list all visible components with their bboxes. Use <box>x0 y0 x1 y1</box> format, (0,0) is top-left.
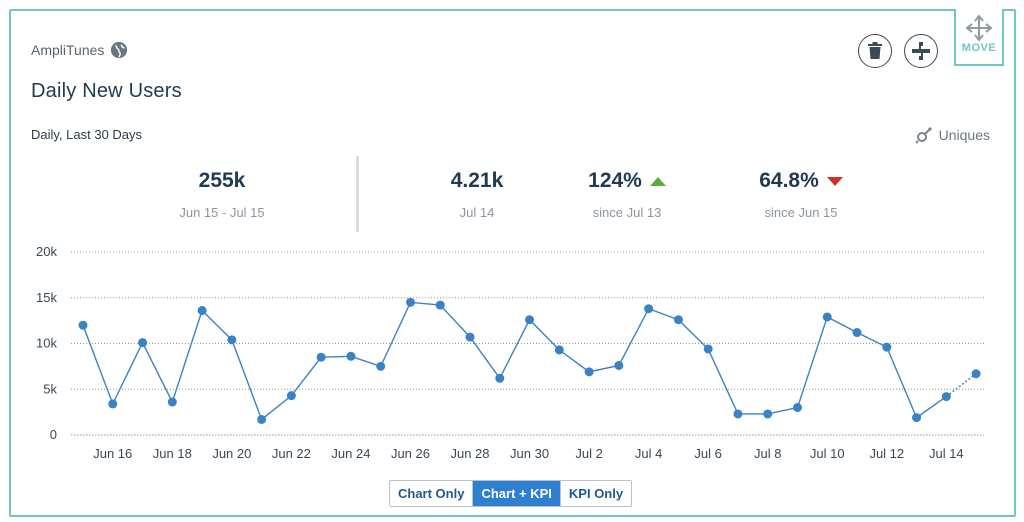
kpi-total: 255k Jun 15 - Jul 15 <box>122 169 322 220</box>
x-tick-label: Jun 26 <box>391 446 430 461</box>
x-tick-label: Jul 10 <box>810 446 845 461</box>
kpi-month-change-value: 64.8% <box>759 169 819 192</box>
data-point[interactable] <box>257 414 267 424</box>
x-tick-label: Jun 30 <box>510 446 549 461</box>
x-tick-label: Jul 2 <box>575 446 602 461</box>
data-point[interactable] <box>584 367 594 377</box>
kpi-total-value: 255k <box>198 169 246 192</box>
data-point[interactable] <box>882 342 892 352</box>
project-row: AmpliTunes <box>31 41 128 59</box>
data-point[interactable] <box>733 409 743 419</box>
data-point[interactable] <box>227 335 237 345</box>
x-tick-label: Jul 14 <box>929 446 964 461</box>
data-point[interactable] <box>465 332 475 342</box>
time-range-label[interactable]: Daily, Last 30 Days <box>31 127 143 142</box>
kpi-day-change: 124% since Jul 13 <box>547 169 707 220</box>
chart-title: Daily New Users <box>31 80 182 102</box>
data-point[interactable] <box>286 391 296 401</box>
data-point[interactable] <box>138 338 148 348</box>
y-tick-label: 20k <box>36 244 57 259</box>
chart-kpi-button[interactable]: Chart + KPI <box>473 481 561 506</box>
data-point[interactable] <box>316 352 326 362</box>
kpi-latest: 4.21k Jul 14 <box>397 169 557 220</box>
data-point[interactable] <box>763 409 773 419</box>
globe-icon <box>111 41 128 59</box>
x-tick-label: Jun 28 <box>450 446 489 461</box>
data-point[interactable] <box>673 315 683 325</box>
move-icon <box>966 15 992 41</box>
data-point[interactable] <box>525 315 535 325</box>
kpi-latest-label: Jul 14 <box>459 205 495 220</box>
trash-icon <box>868 42 882 59</box>
project-name[interactable]: AmpliTunes <box>31 42 105 58</box>
data-point[interactable] <box>941 392 951 402</box>
kpi-latest-value: 4.21k <box>450 169 504 192</box>
kpi-month-change: 64.8% since Jun 15 <box>711 169 891 220</box>
delete-button[interactable] <box>858 34 892 68</box>
data-point[interactable] <box>852 328 862 338</box>
x-tick-label: Jun 20 <box>212 446 251 461</box>
uniques-label: Uniques <box>938 127 990 143</box>
data-point[interactable] <box>495 373 505 383</box>
trend-up-icon <box>649 176 666 186</box>
data-point[interactable] <box>792 403 802 413</box>
data-point[interactable] <box>703 344 713 354</box>
add-button[interactable] <box>904 34 938 68</box>
data-point[interactable] <box>912 413 922 423</box>
series-line <box>82 301 947 421</box>
view-mode-toggle: Chart Only Chart + KPI KPI Only <box>389 480 633 507</box>
data-point[interactable] <box>554 345 564 355</box>
y-tick-label: 15k <box>36 290 57 305</box>
move-label: MOVE <box>961 42 997 54</box>
y-tick-label: 10k <box>36 336 57 351</box>
uniques-toggle[interactable]: Uniques <box>914 126 990 144</box>
x-tick-label: Jul 6 <box>694 446 721 461</box>
kpi-divider <box>356 156 359 232</box>
kpi-only-button[interactable]: KPI Only <box>560 481 632 506</box>
data-point[interactable] <box>405 297 415 307</box>
kpi-total-label: Jun 15 - Jul 15 <box>179 205 265 220</box>
data-point[interactable] <box>167 397 177 407</box>
x-tick-label: Jul 12 <box>869 446 904 461</box>
x-tick-label: Jul 8 <box>754 446 781 461</box>
data-point[interactable] <box>346 351 356 361</box>
data-point[interactable] <box>78 320 88 330</box>
chart-only-button[interactable]: Chart Only <box>390 481 474 506</box>
data-point[interactable] <box>644 304 654 314</box>
data-point[interactable] <box>614 360 624 370</box>
x-tick-label: Jun 22 <box>272 446 311 461</box>
data-point[interactable] <box>197 306 207 316</box>
uniques-icon <box>914 127 932 144</box>
chart-card: AmpliTunes Daily New Users Daily, Last 3… <box>9 9 1016 517</box>
y-tick-label: 0 <box>50 427 57 442</box>
x-tick-label: Jun 18 <box>153 446 192 461</box>
kpi-day-change-value: 124% <box>588 169 642 192</box>
move-handle[interactable]: MOVE <box>954 9 1004 66</box>
y-tick-label: 5k <box>43 381 57 396</box>
x-tick-label: Jul 4 <box>635 446 662 461</box>
x-tick-label: Jun 16 <box>93 446 132 461</box>
data-point[interactable] <box>971 369 981 379</box>
data-point[interactable] <box>822 312 832 322</box>
kpi-month-change-label: since Jun 15 <box>764 205 838 220</box>
kpi-day-change-label: since Jul 13 <box>592 205 662 220</box>
x-tick-label: Jun 24 <box>331 446 370 461</box>
data-point[interactable] <box>108 399 118 409</box>
data-point[interactable] <box>376 361 386 371</box>
trend-down-icon <box>826 176 843 186</box>
series-line-incomplete <box>945 373 977 398</box>
plus-icon <box>912 42 930 60</box>
data-point[interactable] <box>435 300 445 310</box>
